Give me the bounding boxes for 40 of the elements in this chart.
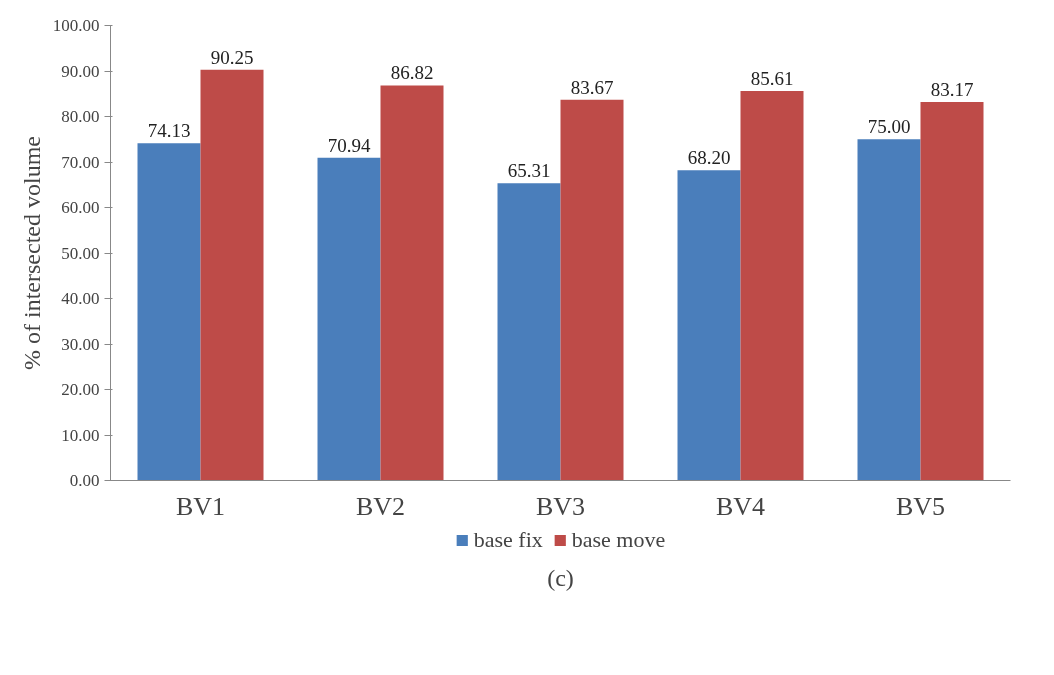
y-tick-label: 60.00 <box>61 198 100 217</box>
y-axis-title: % of intersected volume <box>18 136 45 370</box>
bar <box>317 157 381 481</box>
x-tick-label: BV4 <box>715 491 766 521</box>
data-label: 83.67 <box>570 76 614 98</box>
bar <box>497 183 561 481</box>
data-label: 70.94 <box>327 134 371 156</box>
data-label: 74.13 <box>147 120 191 142</box>
data-label: 90.25 <box>210 46 254 68</box>
data-label: 86.82 <box>390 62 434 84</box>
x-tick-label: BV3 <box>535 491 586 521</box>
text: (c) <box>547 564 574 591</box>
data-label: 68.20 <box>687 147 731 169</box>
bar <box>920 102 984 481</box>
y-tick-label: 50.00 <box>61 243 100 263</box>
y-tick-label: 70.00 <box>61 152 100 172</box>
x-tick-label: BV1 <box>175 491 226 521</box>
y-tick-label: 10.00 <box>61 425 100 445</box>
data-label: 75.00 <box>867 116 911 138</box>
legend-label: base fix <box>473 527 543 553</box>
data-label: 83.17 <box>930 79 974 101</box>
y-tick-label: 20.00 <box>61 380 100 399</box>
y-tick-label: 40.00 <box>61 289 100 308</box>
legend-label: base move <box>571 527 666 553</box>
y-tick-label: 90.00 <box>61 61 100 81</box>
data-label: 65.31 <box>507 160 551 182</box>
y-tick-label: 80.00 <box>61 107 100 126</box>
bar <box>560 99 624 481</box>
bar <box>740 90 804 481</box>
bar <box>137 143 201 481</box>
bar <box>857 139 921 481</box>
x-tick-label: BV2 <box>355 491 406 521</box>
x-tick-label: BV5 <box>895 491 946 521</box>
y-tick-label: 100.00 <box>52 16 100 35</box>
bar <box>200 69 264 481</box>
bar <box>380 85 444 481</box>
bar <box>677 170 741 481</box>
data-label: 85.61 <box>750 67 794 89</box>
y-tick-label: 0.00 <box>69 471 100 490</box>
y-tick-label: 30.00 <box>61 334 100 354</box>
